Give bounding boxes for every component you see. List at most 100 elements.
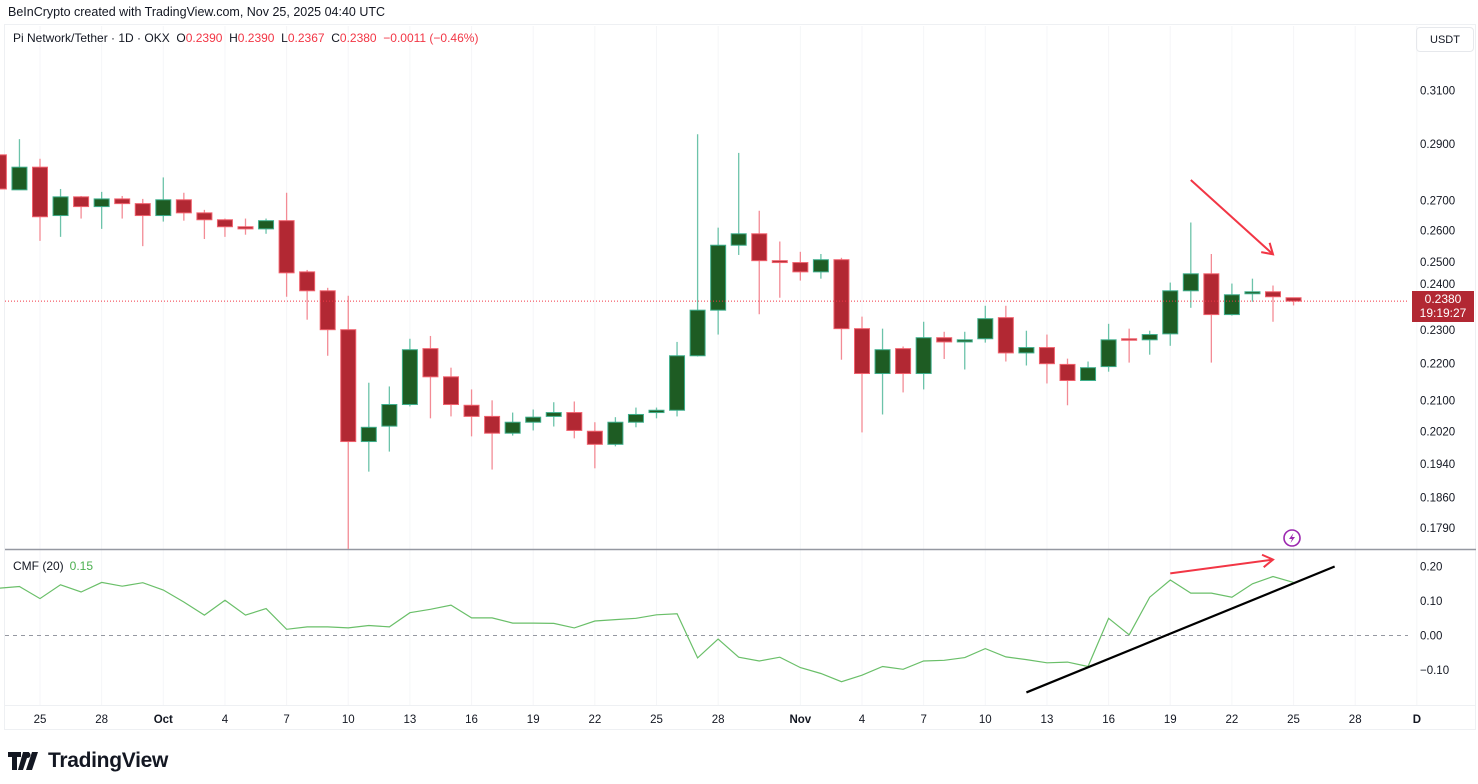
lightning-icon[interactable] [1283,529,1301,547]
candle-body [196,212,213,221]
candle-body [1244,291,1261,295]
candle-body [812,259,829,273]
candle-body [1223,294,1240,316]
low-label: L [281,31,288,45]
grid-lines [39,26,1418,705]
date-tick-label: 25 [1287,714,1300,726]
candle-body [833,259,850,330]
date-tick-label: 28 [712,714,725,726]
candle-body [175,199,192,214]
candle-body [710,244,727,311]
date-tick-label: 7 [920,714,926,726]
candle [1121,328,1138,363]
candle [956,331,973,370]
candle [730,152,747,255]
date-tick-label: 25 [650,714,663,726]
candle [915,321,932,390]
candle-body [997,317,1014,354]
price-arrow-annotation [1190,179,1275,256]
cmf-value: 0.15 [69,559,94,573]
candle-body [895,348,912,375]
price-tick-label: 0.2400 [1420,279,1455,291]
arrow-shaft [1170,558,1274,575]
candle [299,269,316,320]
candle [360,382,377,472]
candle-body [484,415,501,434]
candle-body [360,426,377,443]
candle-body [11,166,28,191]
candle [196,209,213,240]
date-tick-label: 13 [404,714,417,726]
currency-button[interactable]: USDT [1416,27,1474,52]
price-tick-label: 0.2500 [1420,257,1455,269]
candle-body [669,355,686,411]
candle [545,402,562,427]
date-tick-label: D [1413,714,1421,726]
candle [73,195,90,219]
candle-body [936,337,953,343]
candle [689,134,706,357]
candle-body [771,260,788,264]
candle-body [381,404,398,427]
cmf-line [0,575,1294,683]
cmf-legend[interactable]: CMF (20) 0.15 [13,559,93,573]
candle-body [1059,363,1076,382]
date-tick-label: 28 [1349,714,1362,726]
chart-frame [4,24,1476,730]
cmf-tick-label: −0.10 [1420,665,1449,677]
candle [874,328,891,415]
cmf-axis: 0.20 0.10 0.00 −0.10 [1420,562,1449,678]
candle [319,287,336,356]
candle-body [32,166,48,218]
cmf-tick-label: 0.00 [1420,631,1442,643]
candle [93,191,110,229]
date-tick-label: 16 [465,714,478,726]
chart-credit: BeInCrypto created with TradingView.com,… [8,5,386,19]
candle [627,407,644,428]
candle-body [93,198,110,208]
candle-body [648,409,665,414]
low-value: 0.2367 [287,31,325,45]
date-tick-label: 13 [1041,714,1054,726]
candle [812,254,829,279]
price-tick-label: 0.2300 [1420,325,1455,337]
bar-countdown: 19:19:27 [1419,306,1467,320]
candle-body [586,430,603,445]
candle [1018,330,1035,366]
candle-body [319,290,336,331]
candle [792,251,809,281]
candle [607,417,624,447]
annotations [1025,179,1336,694]
candle-body [915,337,932,375]
symbol-legend: Pi Network/Tether · 1D · OKX O 0.2390 H 0.… [13,31,478,45]
price-tick-label: 0.2600 [1420,226,1455,238]
candle-body [422,348,439,378]
date-tick-label: Oct [154,714,173,726]
price-tick-label: 0.2020 [1420,427,1455,439]
candle [648,407,665,419]
candle [237,218,254,235]
high-label: H [229,31,238,45]
price-tick-label: 0.1940 [1420,459,1455,471]
candle-body [751,233,768,262]
date-tick-label: 10 [342,714,355,726]
candle-body [278,220,295,274]
tradingview-logo[interactable]: TradingView [8,749,168,773]
candle-body [854,328,870,375]
candle-body [566,412,583,431]
candle-body [504,421,521,434]
open-value: 0.2390 [185,31,223,45]
date-tick-label: 25 [34,714,47,726]
candle-body [114,198,131,205]
date-tick-label: 10 [979,714,992,726]
candle [278,192,295,297]
candle [525,409,542,431]
arrow-shaft [1190,179,1274,256]
candle-body [299,271,316,292]
candle [52,188,69,237]
candle-body [463,404,480,417]
candle-body [956,339,973,343]
symbol-name[interactable]: Pi Network/Tether · 1D · OKX [13,31,170,45]
current-price-tag: 0.2380 19:19:27 [1412,291,1474,322]
